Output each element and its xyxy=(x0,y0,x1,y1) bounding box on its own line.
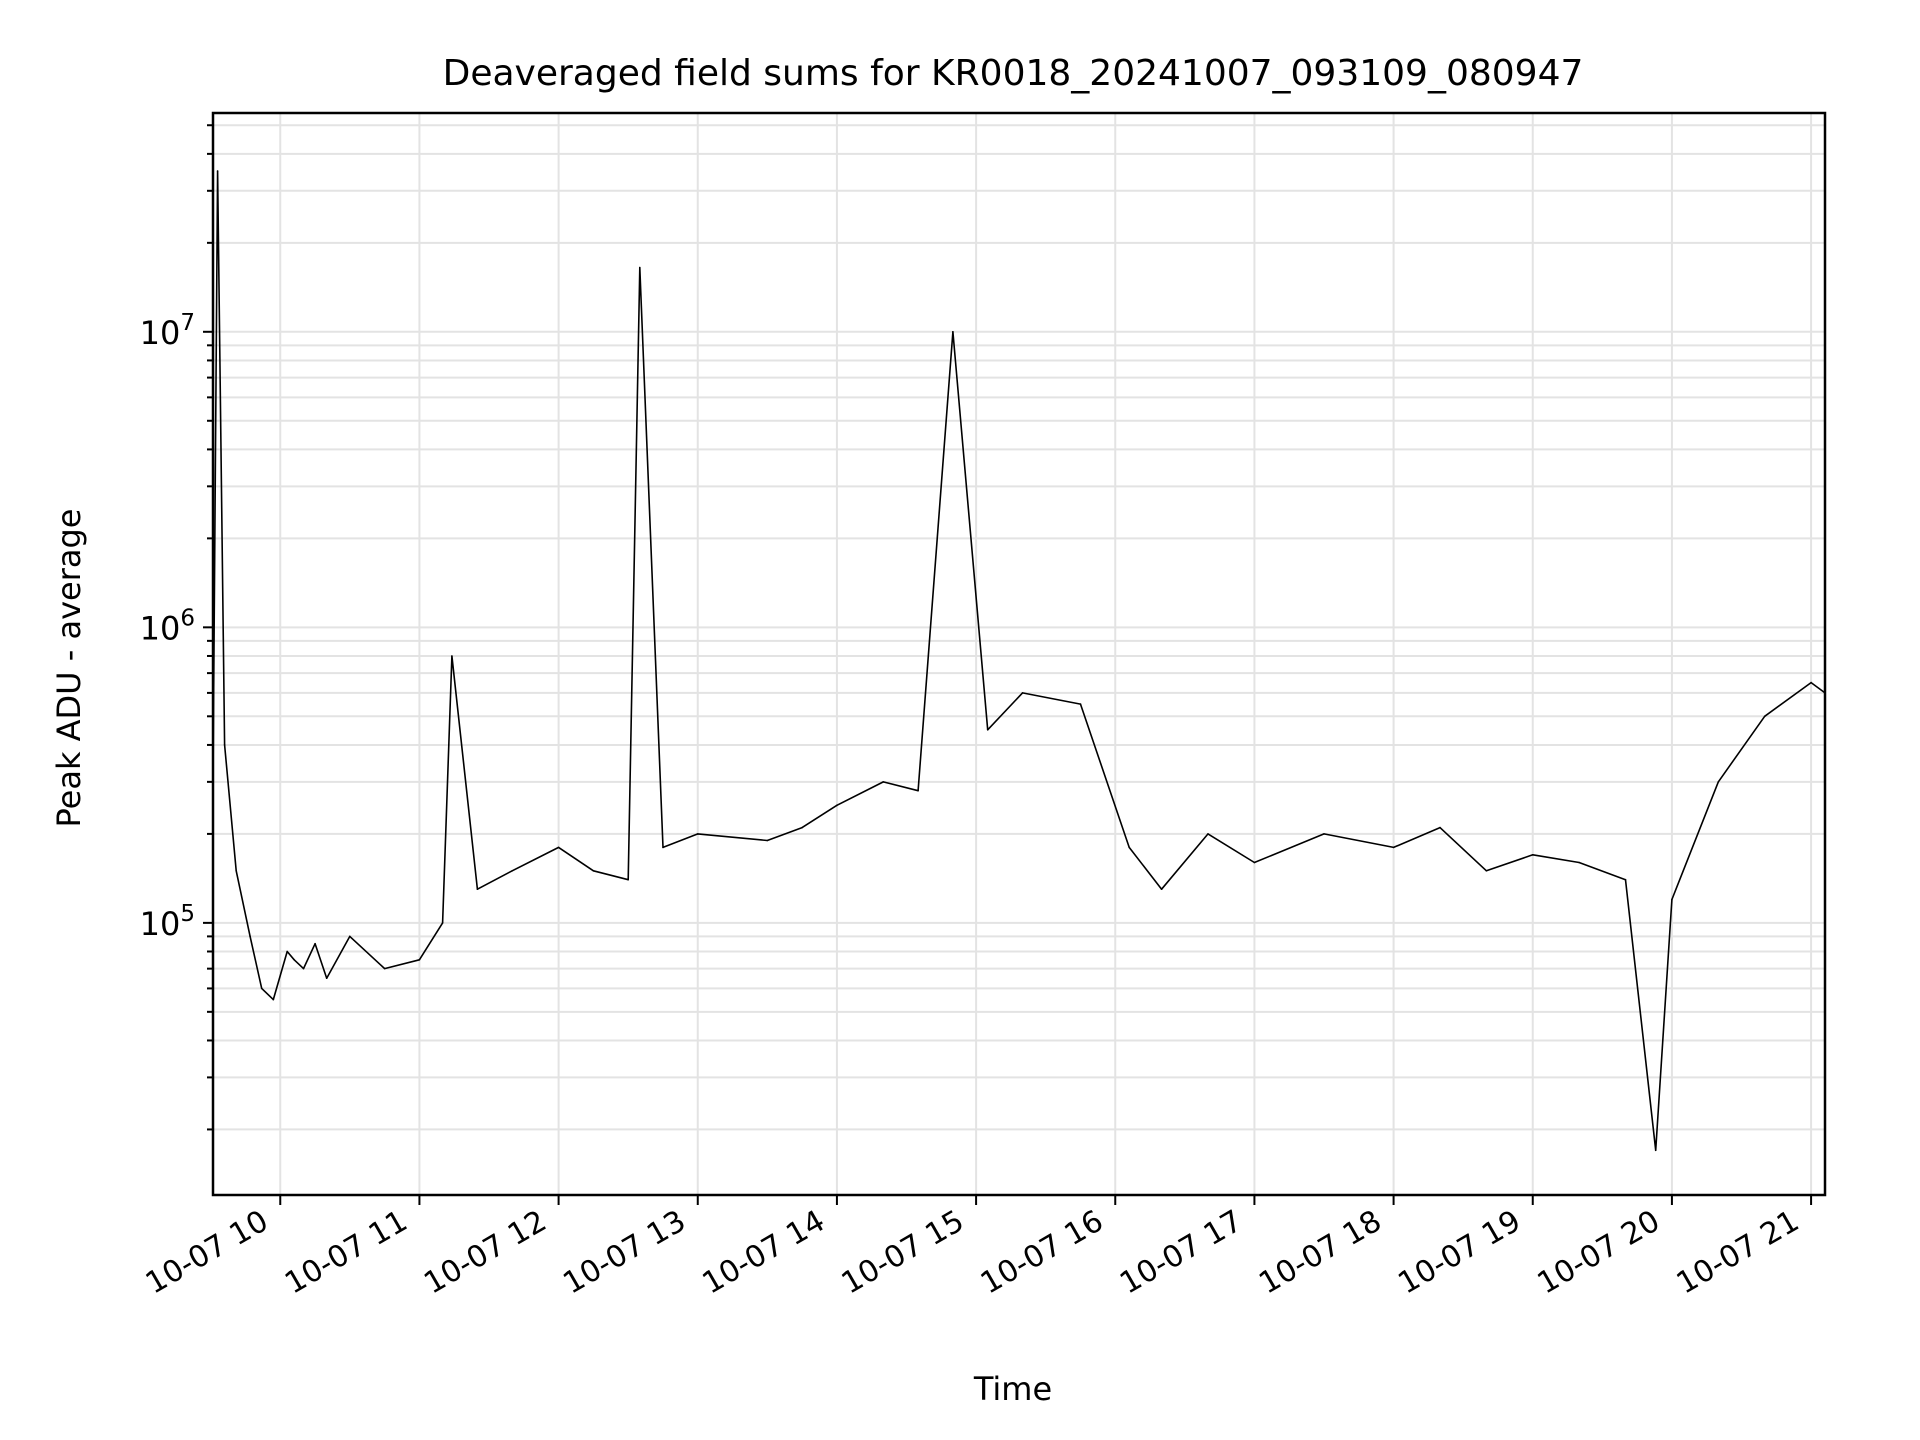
y-tick-base: 10 xyxy=(140,314,181,352)
data-point xyxy=(249,935,251,938)
data-point xyxy=(662,846,664,849)
data-point xyxy=(1671,898,1673,901)
data-point xyxy=(286,950,289,953)
data-point xyxy=(766,839,769,842)
chart-title: Deaveraged field sums for KR0018_2024100… xyxy=(443,53,1584,94)
data-point xyxy=(1160,888,1163,890)
data-point xyxy=(314,942,316,945)
data-point xyxy=(1079,703,1082,705)
data-point xyxy=(325,977,328,979)
data-point xyxy=(1439,826,1441,829)
data-point xyxy=(216,170,219,172)
data-point xyxy=(451,655,453,657)
series-line-group xyxy=(212,170,1826,1152)
y-tick-label: 105 xyxy=(140,901,195,943)
y-tick-exponent: 6 xyxy=(180,605,195,631)
data-point xyxy=(557,846,560,849)
data-point xyxy=(1578,861,1580,864)
plot-frame xyxy=(211,111,1827,1197)
data-point xyxy=(302,967,305,970)
data-point xyxy=(592,870,595,872)
data-point xyxy=(272,998,275,1001)
data-point xyxy=(1763,715,1766,718)
y-tick-exponent: 7 xyxy=(180,310,195,336)
x-axis-label: Time xyxy=(973,1370,1052,1408)
y-tick-base: 10 xyxy=(140,609,181,647)
data-point xyxy=(260,987,263,990)
data-point xyxy=(697,833,699,835)
data-point xyxy=(349,935,351,938)
data-point xyxy=(836,804,838,807)
data-point xyxy=(1323,833,1325,835)
data-point xyxy=(882,781,885,783)
data-point xyxy=(1392,846,1395,849)
data-point xyxy=(1717,781,1720,783)
data-point xyxy=(986,729,989,731)
data-point xyxy=(235,870,237,872)
y-axis-label: Peak ADU - average xyxy=(50,509,88,828)
data-point xyxy=(801,826,803,829)
data-point xyxy=(511,870,513,872)
data-point xyxy=(1810,681,1812,684)
data-point xyxy=(441,922,444,924)
y-tick-exponent: 5 xyxy=(180,901,195,927)
data-point xyxy=(1021,692,1024,694)
y-tick-base: 10 xyxy=(140,905,181,943)
data-point xyxy=(917,789,919,792)
data-point xyxy=(383,967,386,970)
data-point xyxy=(1485,870,1488,872)
grid-lines xyxy=(213,113,1825,1195)
data-point xyxy=(1654,1149,1657,1152)
data-point xyxy=(952,331,954,333)
data-point xyxy=(1624,878,1627,881)
data-point xyxy=(1128,846,1130,849)
y-tick-label: 106 xyxy=(140,605,195,647)
data-point xyxy=(418,959,421,961)
data-point xyxy=(476,888,479,890)
data-point xyxy=(1532,854,1534,856)
y-tick-label: 107 xyxy=(140,310,195,352)
data-point xyxy=(1207,833,1209,835)
data-point xyxy=(1253,861,1256,864)
data-point xyxy=(223,744,226,746)
data-point xyxy=(627,878,629,881)
data-point xyxy=(639,266,641,269)
data-point xyxy=(293,959,296,961)
